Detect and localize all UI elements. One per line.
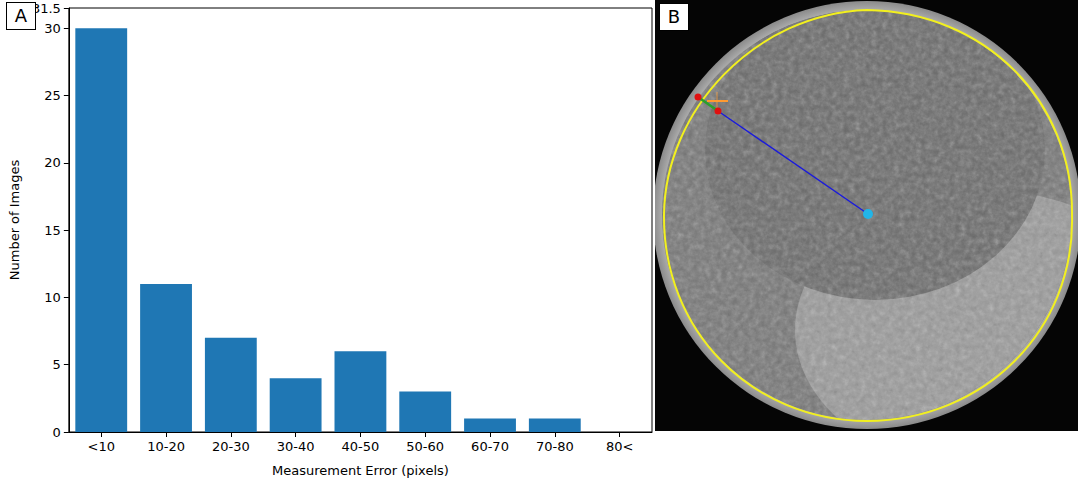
svg-text:10: 10 [44,290,61,305]
svg-text:60-70: 60-70 [471,439,509,454]
svg-text:Number of Images: Number of Images [7,160,22,281]
svg-text:Measurement Error (pixels): Measurement Error (pixels) [272,463,449,478]
svg-text:20: 20 [44,155,61,170]
svg-text:31.5: 31.5 [32,1,61,16]
svg-text:50-60: 50-60 [406,439,444,454]
html-text:A: A [14,5,28,26]
svg-text:<10: <10 [88,439,115,454]
svg-text:80<: 80< [606,439,633,454]
svg-text:40-50: 40-50 [342,439,380,454]
svg-text:25: 25 [44,88,61,103]
html-text:B: B [667,6,681,27]
svg-text:30-40: 30-40 [277,439,315,454]
svg-text:30: 30 [44,21,61,36]
svg-text:5: 5 [53,357,61,372]
svg-text:20-30: 20-30 [212,439,250,454]
svg-text:70-80: 70-80 [536,439,574,454]
svg-text:10-20: 10-20 [147,439,185,454]
svg-text:15: 15 [44,223,61,238]
svg-text:0: 0 [53,425,61,440]
